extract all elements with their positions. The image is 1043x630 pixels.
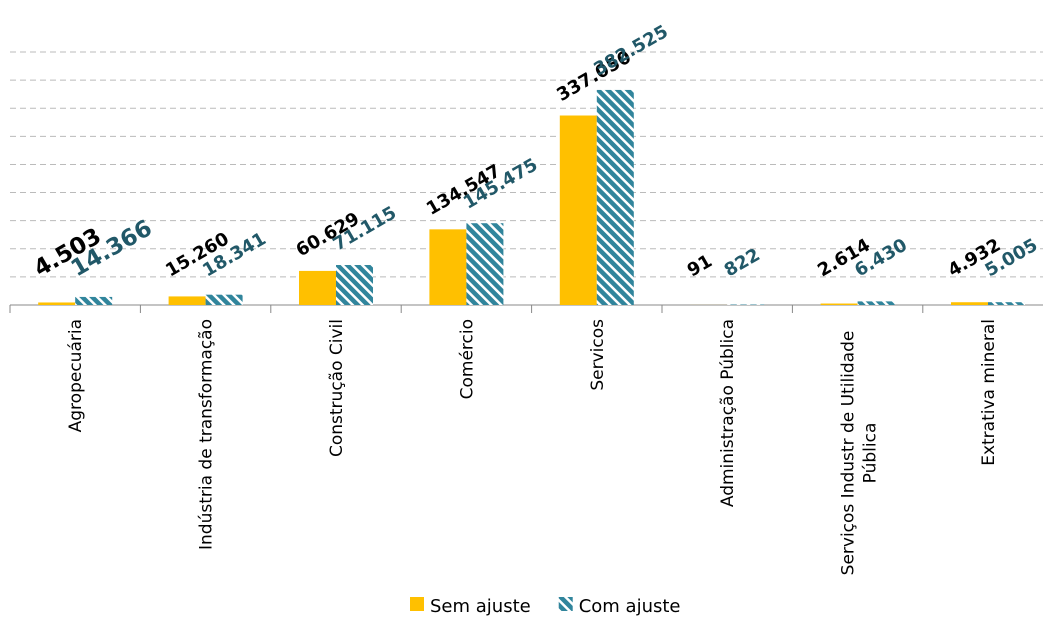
x-tick-label: Servicos	[588, 319, 608, 391]
bar	[299, 270, 336, 305]
x-tick-label: Serviços Industr de Utilidade Pública	[839, 331, 881, 576]
x-tick-label: Agropecuária	[66, 319, 86, 432]
bar	[75, 296, 113, 305]
bar	[168, 296, 206, 305]
legend-swatch	[410, 597, 424, 611]
x-tick-label: Construção Civil	[327, 319, 347, 457]
bar	[559, 115, 597, 306]
bar	[857, 301, 895, 305]
bar	[988, 302, 1025, 305]
bar	[38, 302, 76, 305]
legend-swatch	[558, 597, 573, 611]
bar	[336, 265, 373, 305]
data-label: 822	[721, 244, 764, 281]
x-tick-label: Indústria de transformação	[197, 319, 217, 550]
legend-label: Sem ajuste	[430, 596, 531, 617]
x-tick-label: Administração Pública	[718, 319, 738, 507]
bar	[466, 223, 504, 305]
x-tick-label-line: Serviços Industr de Utilidade	[839, 331, 859, 576]
x-tick-label-line: Pública	[861, 423, 881, 484]
bar	[951, 302, 988, 305]
data-label: 382.525	[590, 21, 672, 80]
x-tick-label: Comércio	[457, 319, 477, 399]
x-tick-label: Extrativa mineral	[979, 319, 999, 466]
bar	[429, 229, 467, 305]
bar	[596, 89, 634, 305]
legend-label: Com ajuste	[579, 596, 681, 617]
bar	[820, 303, 858, 305]
bar	[205, 294, 243, 305]
